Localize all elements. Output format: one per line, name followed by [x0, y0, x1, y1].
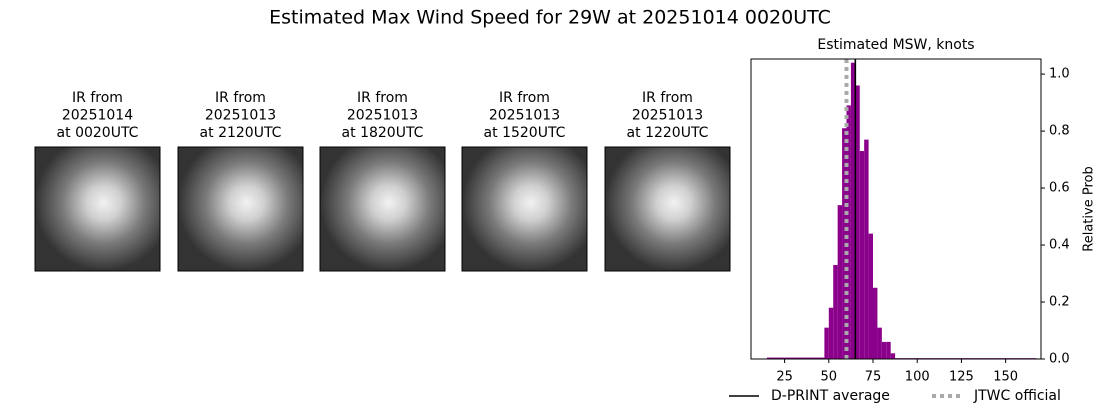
ir-image [319, 146, 446, 272]
panel-title: at 1820UTC [342, 125, 424, 141]
panel-title: at 1520UTC [484, 125, 566, 141]
x-tick-label: 25 [776, 370, 793, 385]
bar [828, 307, 834, 359]
y-axis-label: Relative Prob [1082, 166, 1097, 251]
y-tick-label: 0.0 [1049, 352, 1070, 367]
panel-title: at 1220UTC [627, 125, 709, 141]
bar [850, 62, 856, 359]
panel-title: 20251013 [632, 108, 703, 124]
bar [864, 139, 869, 359]
panel-title: IR from [499, 90, 550, 106]
panel-title: 20251013 [489, 108, 560, 124]
bar [873, 287, 878, 359]
ir-image [461, 146, 588, 272]
chart-title: Estimated MSW, knots [817, 37, 974, 53]
y-tick-label: 0.2 [1049, 295, 1070, 310]
ir-image [177, 146, 304, 272]
ir-image [34, 146, 161, 272]
plot-frame [750, 58, 1042, 360]
bar [890, 353, 896, 359]
bar [868, 233, 874, 359]
panel-title: IR from [72, 90, 123, 106]
panel-title: at 2120UTC [200, 125, 282, 141]
y-tick-label: 1.0 [1049, 67, 1070, 82]
panel-title: IR from [215, 90, 266, 106]
bar [833, 264, 838, 359]
bar [837, 205, 843, 359]
x-tick-label: 75 [865, 370, 882, 385]
y-tick-label: 0.8 [1049, 124, 1070, 139]
y-tick-label: 0.4 [1049, 238, 1070, 253]
x-tick-label: 125 [949, 370, 974, 385]
legend-label: D-PRINT average [771, 388, 890, 404]
x-tick-label: 100 [905, 370, 930, 385]
bar [855, 85, 860, 359]
bar [859, 151, 865, 359]
bar [842, 128, 847, 359]
panel-title: IR from [642, 90, 693, 106]
bar [877, 327, 882, 359]
x-tick-label: 150 [993, 370, 1018, 385]
bar [846, 105, 851, 359]
legend-label: JTWC official [973, 388, 1061, 404]
bar [881, 341, 887, 359]
panel-title: 20251014 [62, 108, 133, 124]
x-tick-label: 50 [821, 370, 838, 385]
panel-title: IR from [357, 90, 408, 106]
ir-image [604, 146, 731, 272]
bar [766, 357, 825, 359]
panel-title: 20251013 [347, 108, 418, 124]
y-tick-label: 0.6 [1049, 181, 1070, 196]
bar [886, 341, 891, 359]
bar [824, 327, 829, 359]
panel-title: 20251013 [205, 108, 276, 124]
figure-title: Estimated Max Wind Speed for 29W at 2025… [269, 7, 831, 29]
panel-title: at 0020UTC [57, 125, 139, 141]
